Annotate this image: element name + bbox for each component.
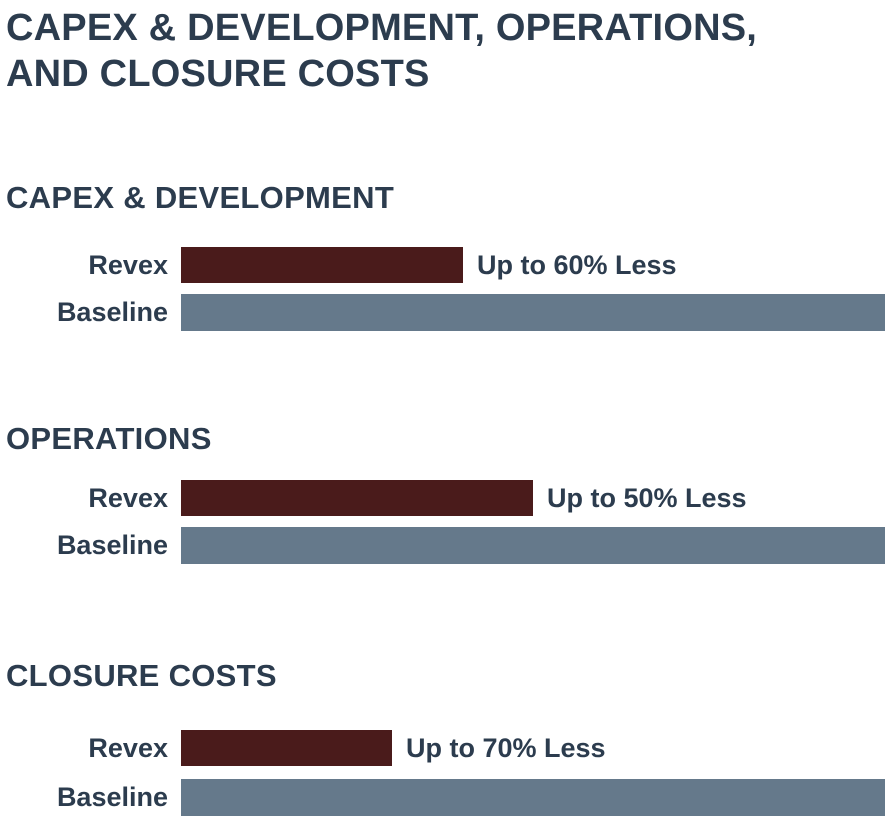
bar-row-closure-baseline: Baseline: [0, 779, 885, 816]
page-title-line-1: CAPEX & DEVELOPMENT, OPERATIONS,: [6, 7, 758, 49]
bar-annotation-closure: Up to 70% Less: [406, 732, 606, 763]
bar-row-operations-revex: Revex Up to 50% Less: [0, 480, 885, 516]
baseline-bar-closure: [181, 779, 885, 816]
bar-row-capex-revex: Revex Up to 60% Less: [0, 247, 885, 283]
bar-label-baseline: Baseline: [56, 782, 168, 812]
bar-label-baseline: Baseline: [56, 530, 168, 560]
section-heading-closure-costs: CLOSURE COSTS: [6, 658, 277, 693]
bar-row-capex-baseline: Baseline: [0, 294, 885, 331]
section-heading-capex-development: CAPEX & DEVELOPMENT: [6, 180, 395, 215]
page-title: CAPEX & DEVELOPMENT, OPERATIONS, AND CLO…: [6, 5, 757, 97]
bar-annotation-capex: Up to 60% Less: [477, 249, 677, 280]
revex-bar-closure: [181, 730, 392, 766]
bar-label-revex: Revex: [88, 482, 168, 513]
bar-annotation-operations: Up to 50% Less: [547, 482, 747, 513]
revex-bar-operations: [181, 480, 533, 516]
bar-row-operations-baseline: Baseline: [0, 527, 885, 564]
page-title-line-2: AND CLOSURE COSTS: [6, 53, 430, 95]
baseline-bar-capex: [181, 294, 885, 331]
bar-row-closure-revex: Revex Up to 70% Less: [0, 730, 885, 766]
revex-bar-capex: [181, 247, 463, 283]
baseline-bar-operations: [181, 527, 885, 564]
bar-label-baseline: Baseline: [56, 297, 168, 327]
bar-label-revex: Revex: [88, 732, 168, 763]
bar-label-revex: Revex: [88, 249, 168, 280]
section-heading-operations: OPERATIONS: [6, 421, 212, 456]
